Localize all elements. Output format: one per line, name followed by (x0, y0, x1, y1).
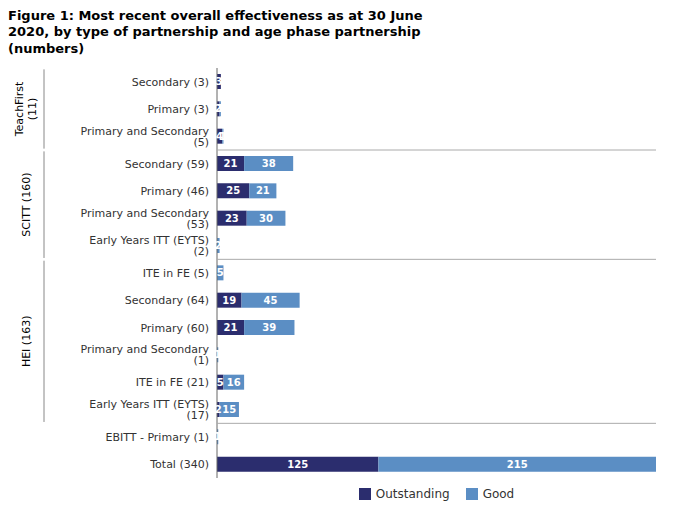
svg-text:38: 38 (262, 158, 276, 169)
svg-text:SCITT (160): SCITT (160) (20, 172, 33, 236)
svg-text:1: 1 (219, 130, 226, 141)
svg-text:21: 21 (256, 185, 270, 196)
svg-text:2: 2 (215, 404, 222, 415)
html-text:Outstanding: Outstanding (375, 486, 450, 501)
svg-text:2: 2 (215, 240, 222, 251)
svg-text:Primary and Secondary(53): Primary and Secondary(53) (81, 206, 210, 230)
svg-text:HEI (163): HEI (163) (20, 315, 33, 367)
svg-text:ITE in FE (5): ITE in FE (5) (143, 267, 209, 280)
svg-text:1: 1 (217, 103, 224, 114)
svg-text:ITE in FE (21): ITE in FE (21) (136, 376, 209, 389)
svg-text:Secondary (3): Secondary (3) (132, 75, 209, 88)
svg-text:Secondary (59): Secondary (59) (125, 157, 209, 170)
svg-text:Secondary (64): Secondary (64) (125, 294, 209, 307)
svg-text:EBITT - Primary (1): EBITT - Primary (1) (105, 431, 209, 444)
svg-text:Total (340): Total (340) (149, 458, 209, 471)
svg-text:Primary and Secondary(5): Primary and Secondary(5) (81, 124, 210, 148)
svg-text:125: 125 (287, 458, 308, 469)
svg-text:Primary and Secondary(1): Primary and Secondary(1) (81, 343, 210, 367)
svg-text:16: 16 (227, 376, 241, 387)
svg-text:23: 23 (225, 212, 239, 223)
svg-text:15: 15 (222, 404, 236, 415)
svg-text:30: 30 (259, 212, 273, 223)
svg-text:1: 1 (214, 431, 221, 442)
svg-text:215: 215 (507, 458, 528, 469)
svg-text:Early Years ITT (EYTS)(2): Early Years ITT (EYTS)(2) (89, 234, 209, 258)
svg-text:1: 1 (214, 349, 221, 360)
svg-text:Primary (3): Primary (3) (147, 103, 209, 116)
svg-text:TeachFirst(11): TeachFirst(11) (13, 81, 39, 137)
svg-text:45: 45 (264, 294, 278, 305)
svg-text:Primary (46): Primary (46) (140, 185, 209, 198)
svg-text:25: 25 (226, 185, 240, 196)
svg-text:21: 21 (224, 322, 238, 333)
svg-text:Early Years ITT (EYTS)(17): Early Years ITT (EYTS)(17) (89, 398, 209, 422)
svg-text:Primary (60): Primary (60) (140, 321, 209, 334)
svg-text:19: 19 (222, 294, 236, 305)
svg-text:3: 3 (215, 76, 222, 87)
svg-text:21: 21 (224, 158, 238, 169)
svg-text:5: 5 (217, 267, 224, 278)
svg-text:5: 5 (217, 376, 224, 387)
html-text:Good: Good (482, 486, 515, 501)
html-text:Figure 1: Most recent overall: Figure 1: Most recent overall effectiven… (8, 8, 423, 56)
svg-text:39: 39 (262, 322, 276, 333)
